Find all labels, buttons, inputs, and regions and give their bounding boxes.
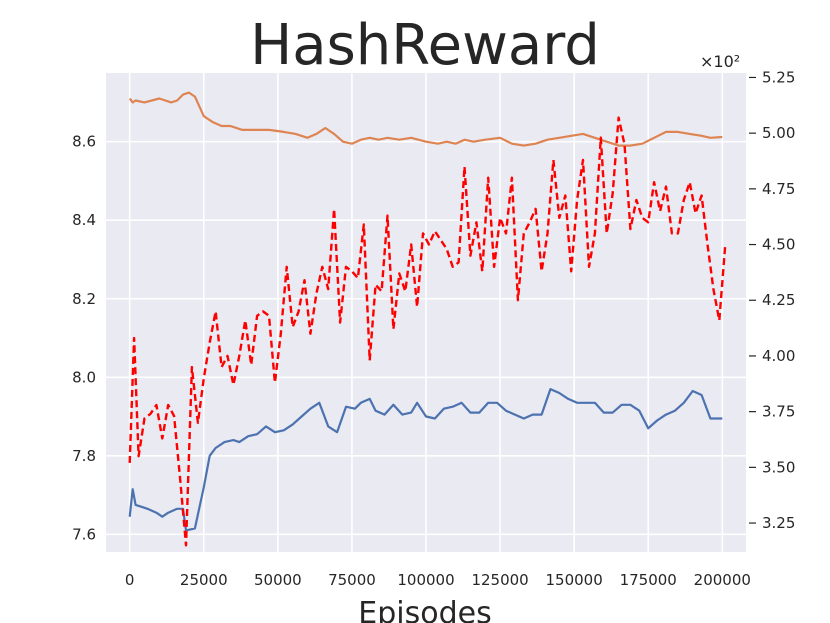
y-tick-label-left: 8.0 (72, 368, 96, 386)
y-tick-label-right: 4.75 (762, 180, 795, 198)
series-line-red-dashed (128, 116, 727, 547)
y-tick-label-left: 7.8 (72, 447, 96, 465)
y-tick-label-left: 8.4 (72, 211, 96, 229)
x-tick-label: 0 (125, 571, 135, 589)
y-tick-label-right: 4.25 (762, 291, 795, 309)
x-tick-label: 75000 (328, 571, 376, 589)
right-axis-multiplier: ×10² (700, 52, 740, 71)
x-tick-label: 200000 (694, 571, 751, 589)
y-tick-label-right: 4.00 (762, 347, 795, 365)
y-tick-label-right: 5.25 (762, 68, 795, 86)
series-layer (128, 91, 727, 547)
y-tick-label-left: 8.6 (72, 133, 96, 151)
chart-title: HashReward (250, 13, 600, 78)
y-tick-label-right: 3.75 (762, 403, 795, 421)
x-tick-label: 150000 (546, 571, 603, 589)
x-tick-label: 50000 (254, 571, 302, 589)
y-tick-label-right: 5.00 (762, 124, 795, 142)
y-tick-label-left: 8.2 (72, 290, 96, 308)
x-tick-label: 175000 (620, 571, 677, 589)
series-line-blue (128, 388, 723, 532)
y-tick-label-right: 4.50 (762, 236, 795, 254)
y-tick-label-right: 3.25 (762, 514, 795, 532)
x-axis-label: Episodes (358, 596, 491, 623)
x-tick-label: 100000 (397, 571, 454, 589)
x-tick-label: 125000 (471, 571, 528, 589)
y-tick-label-right: 3.50 (762, 458, 795, 476)
y-tick-label-left: 7.6 (72, 525, 96, 543)
tick-labels: 0 25000 50000 75000 100000 125000 150000 175000… (72, 68, 795, 589)
series-line-orange (128, 91, 723, 147)
x-tick-label: 25000 (180, 571, 228, 589)
